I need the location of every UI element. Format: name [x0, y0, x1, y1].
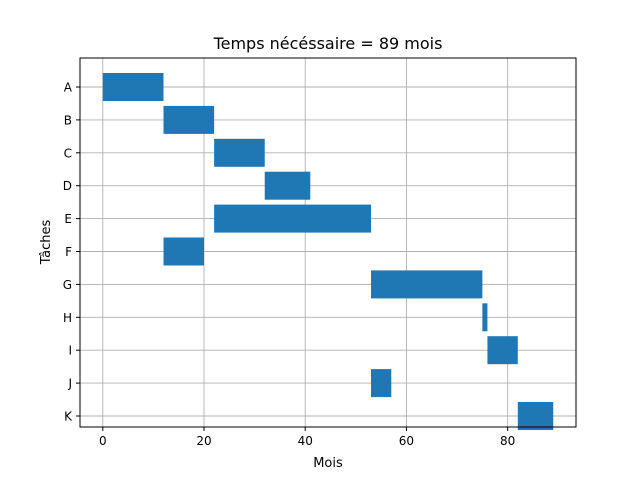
- x-tick-label: 40: [298, 434, 313, 448]
- x-tick-label: 20: [196, 434, 211, 448]
- y-tick-label-k: K: [64, 410, 73, 424]
- task-bar-g: [371, 270, 483, 299]
- task-bar-k: [517, 402, 554, 430]
- y-axis-label: Tâches: [39, 220, 54, 266]
- x-tick-label: 60: [399, 434, 414, 448]
- x-axis-ticks: 0 20 40 60 80: [99, 427, 515, 448]
- y-tick-label-i: I: [68, 344, 72, 358]
- y-tick-label-e: E: [64, 212, 72, 226]
- y-tick-label-g: G: [63, 278, 72, 292]
- y-tick-label-c: C: [64, 146, 72, 160]
- task-bar-j: [371, 369, 392, 398]
- x-tick-label: 80: [500, 434, 515, 448]
- y-tick-label-h: H: [63, 311, 72, 325]
- y-tick-label-b: B: [64, 113, 72, 127]
- task-bars: [102, 73, 554, 430]
- plot-frame: [79, 57, 577, 428]
- task-bar-i: [487, 336, 518, 365]
- task-bar-h: [482, 303, 488, 332]
- task-bar-a: [102, 73, 164, 101]
- chart-title: Temps nécéssaire = 89 mois: [213, 34, 443, 53]
- y-axis-ticks: A B C D E F G H I J K: [63, 81, 80, 424]
- y-tick-label-a: A: [64, 81, 73, 95]
- task-bar-b: [163, 105, 215, 134]
- task-bar-d: [264, 171, 311, 200]
- task-bar-f: [163, 237, 204, 266]
- y-tick-label-j: J: [67, 377, 72, 391]
- x-axis-label: Mois: [313, 456, 343, 471]
- x-tick-label: 0: [99, 434, 107, 448]
- task-bar-e: [214, 204, 372, 233]
- task-bar-c: [214, 138, 265, 167]
- y-tick-label-d: D: [63, 179, 72, 193]
- y-tick-label-f: F: [65, 245, 72, 259]
